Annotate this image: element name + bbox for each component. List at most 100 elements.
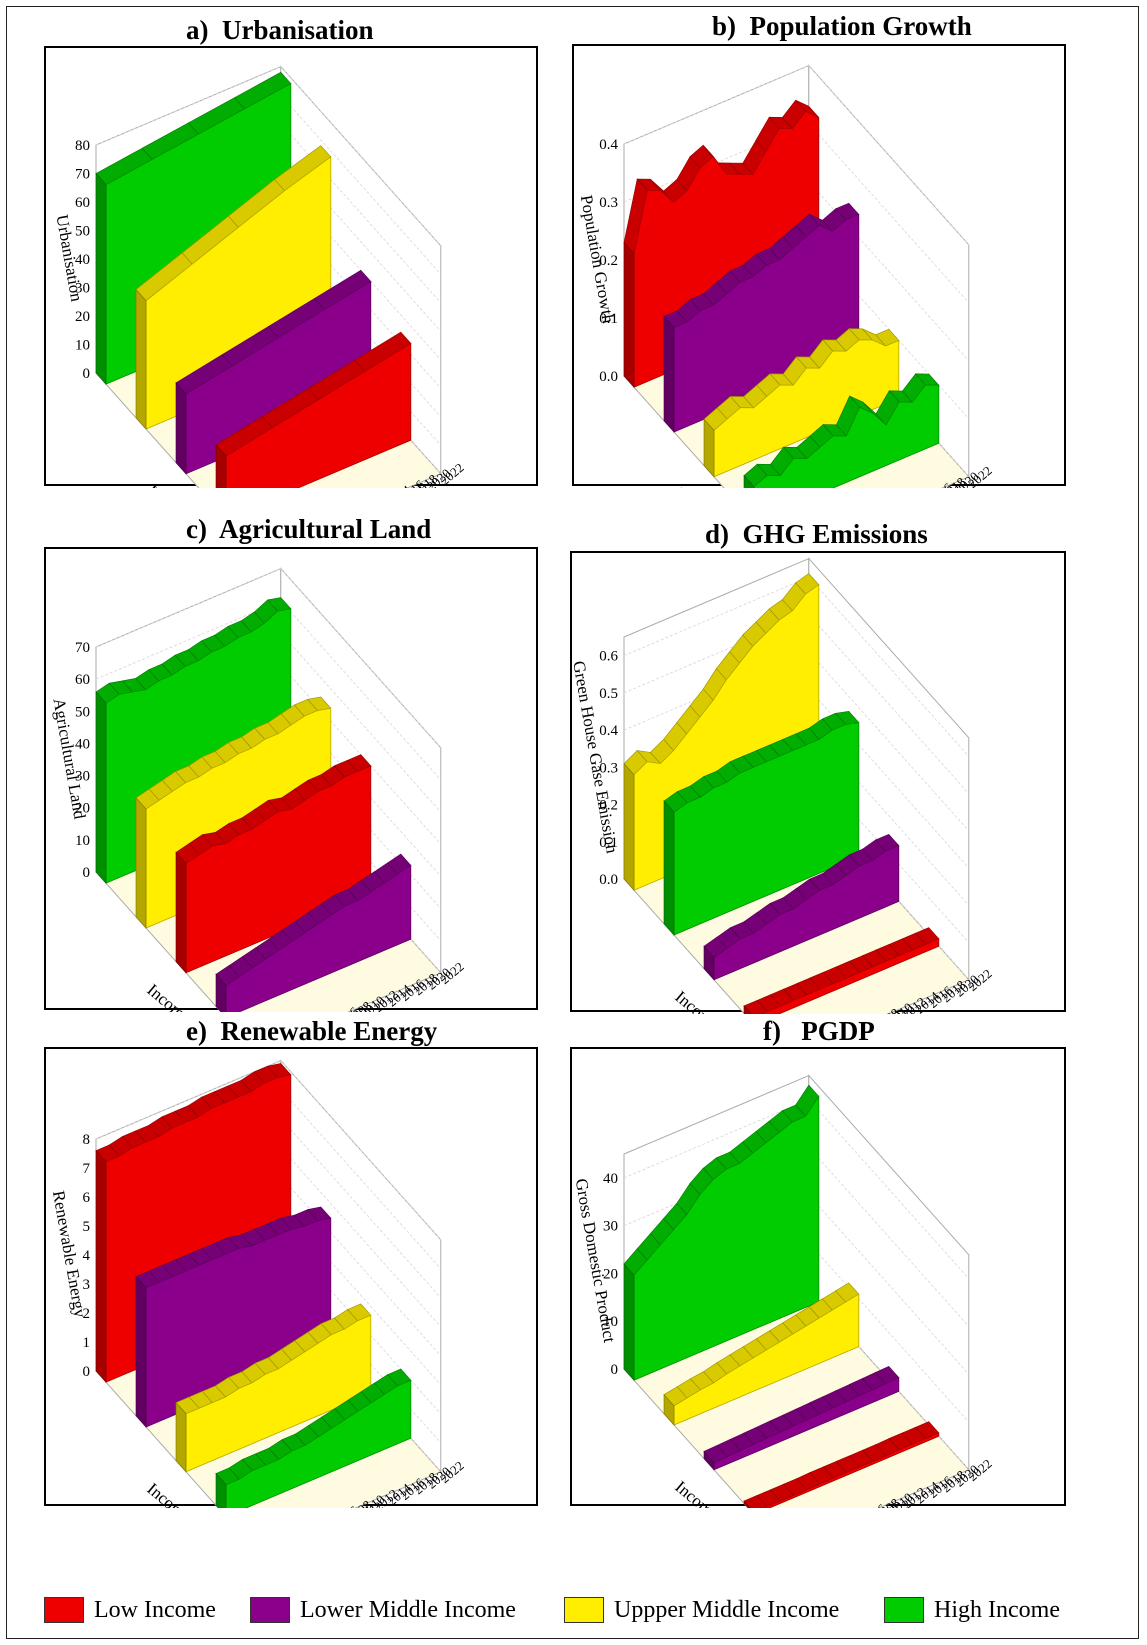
legend-swatch-lower-middle-income — [250, 1597, 290, 1623]
series-uppper-middle-income — [175, 1303, 372, 1473]
y-tick-label: 0 — [83, 1364, 91, 1380]
panel-d: 0.0 0.1 0.2 0.3 0.4 0.5 0.6 Green House Gase Em… — [570, 551, 1066, 1014]
y-tick-label: 40 — [75, 252, 90, 268]
panel-d-title: d) GHG Emissions — [705, 519, 928, 549]
y-tick-label: 10 — [603, 1314, 618, 1330]
year-tick-label: 2006 — [859, 1500, 889, 1508]
series-lower-middle-income — [703, 833, 900, 981]
panel-a: 01020304050607080Urbanisation19941996199… — [44, 46, 538, 488]
ribbon-end — [663, 800, 675, 936]
y-tick-label: 0.0 — [599, 369, 618, 385]
y-tick-label: 30 — [75, 281, 90, 297]
y-tick-label: 30 — [603, 1219, 618, 1235]
ribbon-end — [623, 1263, 635, 1381]
ribbon-face — [145, 1217, 332, 1428]
y-tick-label: 0.2 — [599, 798, 618, 814]
y-tick-label: 60 — [75, 672, 90, 688]
legend-label-low-income: Low Income — [94, 1596, 216, 1623]
ribbon-end — [95, 691, 107, 884]
legend-swatch-upper-middle-income — [564, 1597, 604, 1623]
ribbon-end — [743, 1500, 751, 1508]
year-tick-label: 2016 — [925, 479, 955, 488]
y-tick-label: 4 — [83, 1248, 91, 1264]
y-tick-label: 7 — [83, 1161, 91, 1177]
y-tick-label: 5 — [83, 1219, 91, 1235]
ribbon-face — [673, 722, 860, 936]
y-tick-label: 70 — [75, 640, 90, 656]
y-tick-label: 20 — [75, 801, 90, 817]
y-tick-label: 0 — [83, 366, 91, 382]
ribbon-face — [185, 765, 372, 974]
grid-line — [95, 568, 442, 749]
ribbon-face — [713, 339, 900, 478]
ribbon-face — [225, 1379, 412, 1508]
ribbon-face — [713, 844, 900, 981]
y-tick-label: 0.1 — [599, 311, 618, 327]
ribbon-face — [760, 938, 940, 1014]
y-tick-label: 6 — [83, 1190, 91, 1206]
ribbon-face — [713, 1376, 900, 1471]
panel-a-svg: 01020304050607080Urbanisation19941996199… — [52, 65, 467, 488]
panel-f-title: f) PGDP — [763, 1016, 875, 1046]
ribbon-face — [633, 1095, 820, 1381]
ribbon-end — [175, 1401, 187, 1473]
ribbon-end — [95, 172, 107, 385]
panel-a-title: a) Urbanisation — [186, 15, 374, 45]
grid-line — [623, 65, 970, 246]
y-tick-label: 2 — [83, 1306, 91, 1322]
series-high-income — [623, 1084, 820, 1381]
series-lower-middle-income — [663, 202, 860, 433]
y-axis-label: Gross Domestic Product — [572, 1177, 619, 1344]
ribbon-end — [215, 1472, 227, 1508]
y-tick-label: 3 — [83, 1277, 91, 1293]
series-lower-middle-income — [175, 269, 372, 475]
legend-item-high-income: High Income — [884, 1592, 1060, 1628]
series-low-income — [743, 1421, 940, 1508]
year-tick-label: 2006 — [331, 1003, 361, 1012]
y-tick-label: 0 — [83, 865, 91, 881]
ribbon-end — [95, 1149, 107, 1383]
ribbon-face — [753, 384, 940, 488]
legend: Low Income Lower Middle Income Uppper Mi… — [44, 1592, 1104, 1628]
series-lower-middle-income — [135, 1206, 332, 1428]
ribbon-end — [623, 241, 635, 388]
y-tick-label: 10 — [75, 338, 90, 354]
series-low-income — [215, 331, 412, 488]
legend-item-low-income: Low Income — [44, 1592, 216, 1628]
ribbon-face — [185, 1314, 372, 1473]
grid-line — [95, 1060, 442, 1241]
y-tick-label: 0.1 — [599, 835, 618, 851]
ribbon-end — [743, 474, 755, 488]
figure-frame — [6, 6, 1139, 1639]
y-tick-label: 0.6 — [599, 649, 618, 665]
legend-item-upper-middle-income: Uppper Middle Income — [564, 1592, 839, 1628]
ribbon-end — [743, 1005, 752, 1014]
ribbon-end — [703, 945, 715, 981]
ribbon-end — [215, 443, 227, 488]
ribbon-end — [135, 797, 147, 929]
y-tick-label: 0.3 — [599, 760, 618, 776]
y-tick-label: 10 — [75, 833, 90, 849]
y-tick-label: 0.0 — [599, 872, 618, 888]
y-tick-label: 60 — [75, 195, 90, 211]
y-tick-label: 0.5 — [599, 686, 618, 702]
legend-label-high-income: High Income — [934, 1596, 1060, 1623]
ribbon-end — [703, 418, 715, 478]
legend-label-lower-middle-income: Lower Middle Income — [300, 1596, 516, 1623]
year-tick-label: 2022 — [965, 463, 995, 488]
y-tick-label: 8 — [83, 1132, 91, 1148]
series-lower-middle-income — [703, 1365, 900, 1471]
ribbon-end — [663, 1393, 675, 1426]
y-tick-label: 0.4 — [599, 137, 618, 153]
ribbon-end — [663, 315, 675, 433]
legend-swatch-low-income — [44, 1597, 84, 1623]
ribbon-face — [673, 1293, 860, 1426]
y-tick-label: 0.2 — [599, 253, 618, 269]
series-low-income — [743, 927, 940, 1014]
